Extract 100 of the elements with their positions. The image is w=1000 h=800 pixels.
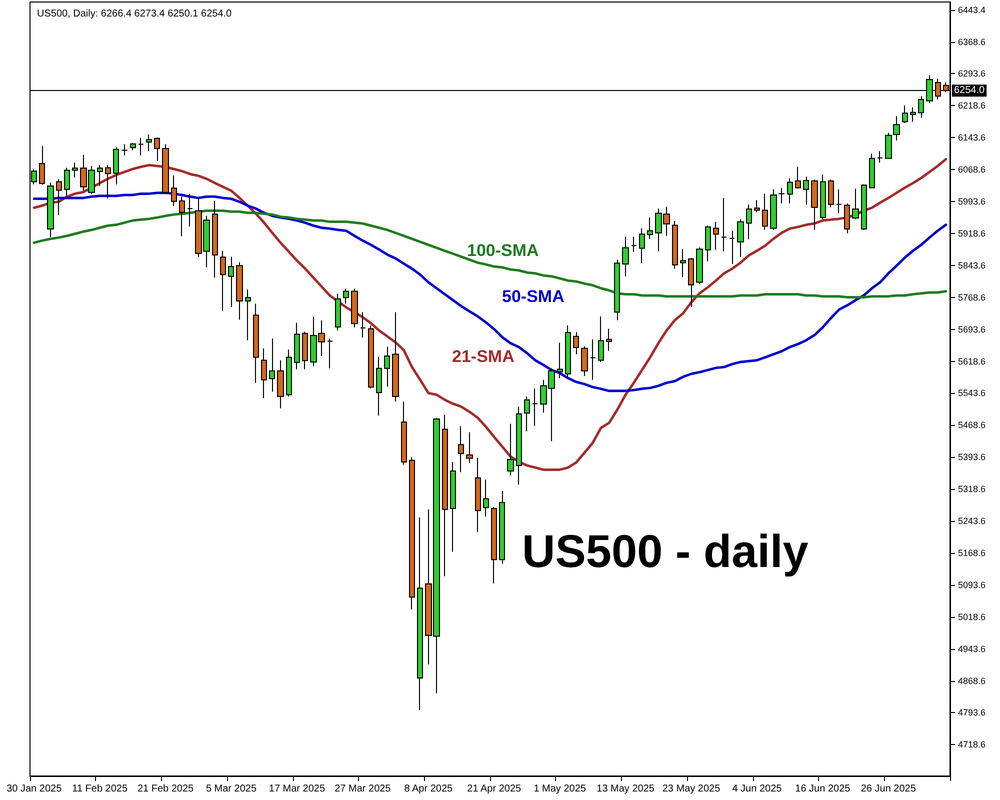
candlestick bbox=[417, 516, 423, 710]
candlestick bbox=[64, 167, 70, 196]
candlestick bbox=[277, 360, 284, 409]
candlestick bbox=[680, 248, 686, 278]
candlestick bbox=[327, 338, 333, 369]
candlestick bbox=[885, 132, 892, 160]
candlestick bbox=[573, 332, 579, 355]
candlestick bbox=[261, 348, 267, 399]
candlestick bbox=[236, 262, 243, 320]
candlestick bbox=[532, 388, 538, 426]
candlestick bbox=[154, 136, 160, 162]
candlestick bbox=[376, 356, 382, 416]
candlestick bbox=[253, 303, 259, 384]
y-tick-label: 4943.6 bbox=[958, 644, 986, 654]
candlestick bbox=[877, 150, 883, 164]
x-tick-label: 1 May 2025 bbox=[534, 784, 586, 794]
candlestick bbox=[614, 259, 620, 321]
candlestick bbox=[557, 342, 563, 379]
candlestick bbox=[606, 328, 612, 352]
candlestick bbox=[113, 146, 119, 185]
y-tick-label: 5468.6 bbox=[958, 420, 986, 430]
candlestick bbox=[302, 331, 308, 370]
x-tick-label: 26 Jun 2025 bbox=[860, 784, 916, 794]
candlestick bbox=[335, 293, 341, 331]
candlestick bbox=[466, 432, 473, 464]
candlestick bbox=[179, 196, 185, 237]
y-tick-label: 6368.6 bbox=[958, 36, 986, 47]
candlestick bbox=[746, 204, 752, 240]
candlestick bbox=[442, 414, 448, 577]
candlestick bbox=[918, 96, 924, 118]
x-tick-label: 11 Feb 2025 bbox=[72, 784, 128, 794]
candlestick bbox=[581, 346, 588, 377]
candlestick bbox=[343, 288, 349, 304]
candlestick bbox=[97, 164, 103, 187]
candlestick bbox=[483, 479, 489, 518]
candlestick bbox=[72, 162, 78, 178]
candlestick bbox=[836, 188, 842, 214]
candlestick bbox=[639, 228, 645, 264]
candlestick bbox=[795, 166, 801, 190]
y-tick-label: 5243.6 bbox=[958, 516, 986, 526]
candlestick bbox=[828, 179, 834, 208]
x-tick-label: 17 Mar 2025 bbox=[268, 784, 326, 794]
y-tick-label: 4718.6 bbox=[958, 740, 986, 750]
y-tick-label: 4793.6 bbox=[958, 708, 986, 718]
candlestick bbox=[852, 188, 859, 220]
y-tick-label: 5618.6 bbox=[958, 356, 986, 366]
ref-line-label: 6254.0 bbox=[954, 85, 986, 96]
y-tick-label: 5918.6 bbox=[958, 228, 986, 238]
candlestick bbox=[401, 401, 407, 466]
candlestick bbox=[56, 178, 62, 216]
candlestick bbox=[696, 246, 703, 284]
candlestick bbox=[450, 462, 456, 552]
candlestick bbox=[360, 312, 366, 338]
candlestick bbox=[910, 106, 916, 122]
candlestick bbox=[737, 218, 744, 258]
candlestick bbox=[171, 174, 177, 207]
candlestick bbox=[762, 193, 768, 230]
candlestick bbox=[713, 221, 719, 250]
candlestick bbox=[138, 137, 144, 156]
candlestick bbox=[212, 200, 218, 278]
candlestick bbox=[869, 153, 875, 189]
candlestick bbox=[516, 406, 522, 486]
candlestick bbox=[458, 426, 464, 473]
candlestick bbox=[351, 288, 358, 328]
candlestick bbox=[672, 220, 678, 270]
y-tick-label: 5318.6 bbox=[958, 484, 986, 494]
candlestick bbox=[187, 193, 193, 227]
y-tick-label: 6218.6 bbox=[958, 100, 986, 111]
series-label: 21-SMA bbox=[452, 347, 514, 366]
candlestick bbox=[475, 457, 481, 532]
y-tick-label: 4868.6 bbox=[958, 676, 986, 686]
candlestick bbox=[220, 250, 226, 312]
candlestick bbox=[861, 184, 867, 230]
x-tick-label: 4 Jun 2025 bbox=[732, 784, 782, 794]
candlestick bbox=[39, 145, 45, 186]
candlestick bbox=[902, 105, 908, 124]
y-tick-label: 6443.4 bbox=[958, 4, 986, 15]
candlestick bbox=[47, 182, 54, 238]
series-label: 100-SMA bbox=[467, 241, 539, 260]
y-tick-label: 6143.6 bbox=[958, 132, 986, 143]
y-tick-label: 5393.6 bbox=[958, 452, 986, 462]
annotation: US500 - daily bbox=[522, 525, 809, 577]
text: US500, Daily: 6266.4 6273.4 6250.1 6254.0 bbox=[37, 8, 232, 20]
candlestick bbox=[893, 116, 900, 141]
candlestick bbox=[778, 188, 785, 204]
candlestick bbox=[631, 236, 637, 253]
candlestick bbox=[491, 506, 497, 584]
x-tick-label: 16 Jun 2025 bbox=[795, 784, 851, 794]
candlestick bbox=[499, 490, 505, 564]
candlestick bbox=[105, 164, 111, 199]
candlestick bbox=[162, 144, 169, 194]
x-tick-label: 8 Apr 2025 bbox=[404, 784, 454, 794]
candlestick bbox=[146, 134, 152, 152]
x-tick-label: 27 Mar 2025 bbox=[334, 784, 392, 794]
candlestick bbox=[729, 230, 735, 264]
candlestick bbox=[269, 338, 275, 392]
line-series bbox=[32, 158, 948, 471]
candlestick bbox=[245, 289, 251, 341]
candlestick bbox=[803, 176, 809, 206]
candlestick bbox=[598, 316, 604, 362]
